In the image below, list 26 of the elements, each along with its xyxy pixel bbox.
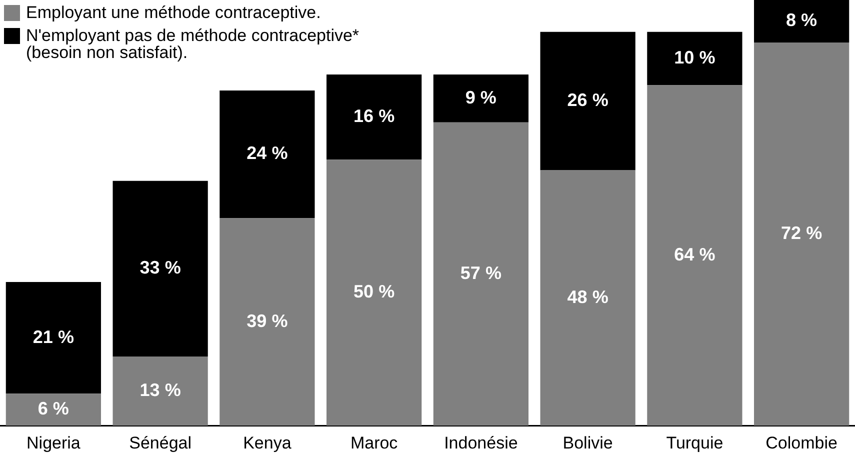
- legend-label: N'employant pas de méthode contraceptive* (besoin non satisfait).: [26, 26, 360, 62]
- legend-label: Employant une méthode contraceptive.: [26, 3, 321, 22]
- data-label: 16 %: [354, 106, 395, 126]
- data-label: 21 %: [32, 326, 74, 347]
- data-label: 24 %: [246, 143, 288, 164]
- data-label: 64 %: [674, 244, 716, 264]
- data-label: 50 %: [354, 282, 395, 302]
- data-label: 33 %: [140, 258, 181, 278]
- data-label: 57 %: [460, 262, 502, 283]
- data-label: 26 %: [567, 90, 608, 110]
- x-tick-label: Indonésie: [444, 433, 518, 452]
- x-tick-label: Turquie: [666, 433, 724, 452]
- x-tick-label: Sénégal: [129, 433, 192, 452]
- x-tick-label: Maroc: [350, 433, 398, 452]
- x-tick-label: Bolivie: [562, 433, 613, 452]
- x-tick-label: Colombie: [766, 433, 838, 452]
- data-label: 13 %: [140, 380, 181, 400]
- x-tick-label: Nigeria: [26, 433, 81, 452]
- data-label: 48 %: [567, 286, 608, 307]
- data-label: 6 %: [38, 398, 69, 419]
- data-label: 39 %: [246, 310, 288, 331]
- data-label: 8 %: [786, 10, 818, 30]
- x-tick-label: Kenya: [243, 433, 292, 452]
- data-label: 72 %: [781, 223, 822, 244]
- data-label: 9 %: [465, 87, 496, 108]
- data-label: 10 %: [674, 47, 716, 68]
